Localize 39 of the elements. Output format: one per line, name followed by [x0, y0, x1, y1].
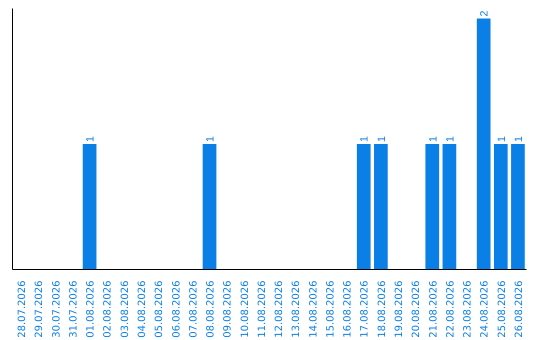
- x-tick-label: 04.08.2026: [137, 280, 148, 338]
- x-tick-label: 20.08.2026: [411, 280, 422, 338]
- x-tick-label: 22.08.2026: [445, 280, 456, 338]
- x-tick-label: 24.08.2026: [480, 280, 491, 338]
- x-tick-label: 31.07.2026: [68, 280, 80, 338]
- x-tick-label: 25.08.2026: [496, 280, 508, 338]
- x-tick-label: 12.08.2026: [274, 280, 286, 338]
- x-tick-label: 15.08.2026: [325, 280, 336, 338]
- data-label: 1: [444, 136, 456, 142]
- data-label: 1: [204, 136, 217, 142]
- x-tick-label: 10.08.2026: [240, 280, 251, 338]
- x-tick-label: 17.08.2026: [360, 280, 371, 338]
- x-tick-label: 13.08.2026: [291, 280, 302, 338]
- x-tick-label: 29.07.2026: [34, 280, 46, 338]
- x-tick-label: 01.08.2026: [86, 280, 97, 338]
- data-label: 1: [496, 136, 508, 142]
- x-tick-label: 14.08.2026: [308, 280, 320, 338]
- data-label: 1: [376, 136, 388, 142]
- x-tick-label: 23.08.2026: [462, 280, 474, 338]
- data-label: 1: [358, 136, 371, 142]
- x-tick-label: 06.08.2026: [171, 280, 182, 338]
- x-tick-label: 18.08.2026: [376, 280, 388, 338]
- x-tick-label: 03.08.2026: [120, 280, 131, 338]
- data-label: 1: [427, 136, 440, 142]
- x-tick-label: 21.08.2026: [428, 280, 440, 338]
- x-tick-label: 02.08.2026: [102, 280, 114, 338]
- x-tick-label: 09.08.2026: [222, 280, 234, 338]
- x-tick-label: 28.07.2026: [17, 280, 28, 338]
- data-label: 2: [478, 10, 491, 17]
- x-tick-label: 05.08.2026: [154, 280, 166, 338]
- x-tick-label: 11.08.2026: [256, 280, 268, 338]
- data-label: 1: [512, 136, 525, 142]
- x-tick-label: 16.08.2026: [342, 280, 354, 338]
- x-tick-label: 30.07.2026: [51, 280, 62, 338]
- data-label: 1: [84, 136, 97, 142]
- x-tick-label: 19.08.2026: [394, 280, 405, 338]
- x-tick-label: 08.08.2026: [206, 280, 217, 338]
- x-tick-label: 26.08.2026: [514, 280, 525, 338]
- x-tick-label: 07.08.2026: [188, 280, 200, 338]
